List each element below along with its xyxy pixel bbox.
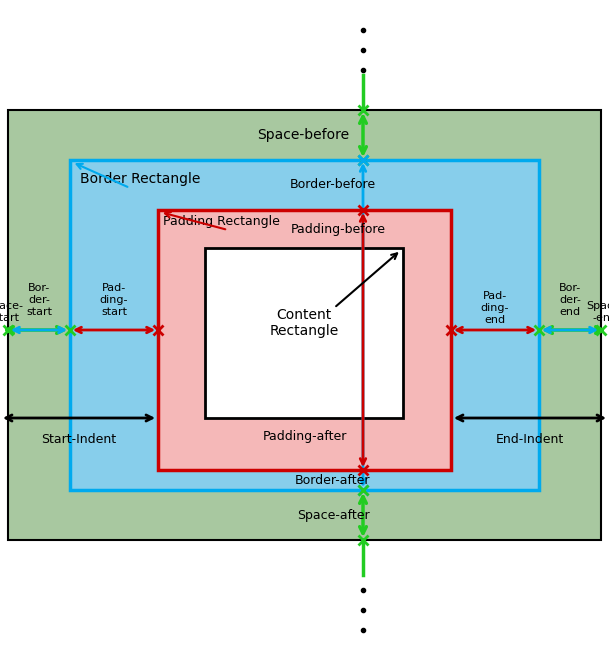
- Text: Padding-before: Padding-before: [290, 222, 385, 235]
- Text: Content
Rectangle: Content Rectangle: [269, 308, 339, 338]
- Text: Start-Indent: Start-Indent: [41, 433, 116, 446]
- Text: Border-before: Border-before: [290, 179, 376, 192]
- Text: Space-
-end: Space- -end: [586, 301, 609, 323]
- Text: Pad-
ding-
end: Pad- ding- end: [481, 291, 509, 324]
- Text: Pad-
ding-
start: Pad- ding- start: [100, 283, 128, 317]
- Bar: [205, 248, 403, 418]
- Text: Padding Rectangle: Padding Rectangle: [163, 215, 280, 228]
- Text: Space-after: Space-after: [297, 508, 369, 521]
- Text: Space-
-start: Space- -start: [0, 301, 23, 323]
- Bar: [158, 210, 451, 470]
- Text: Bor-
der-
start: Bor- der- start: [26, 283, 52, 317]
- Text: Border-after: Border-after: [295, 473, 371, 486]
- Bar: [8, 110, 601, 540]
- Text: End-Indent: End-Indent: [496, 433, 564, 446]
- Text: Bor-
der-
end: Bor- der- end: [559, 283, 581, 317]
- Text: Border Rectangle: Border Rectangle: [80, 172, 200, 186]
- Text: Space-before: Space-before: [257, 128, 349, 142]
- Text: Padding-after: Padding-after: [262, 430, 347, 443]
- Bar: [70, 160, 539, 490]
